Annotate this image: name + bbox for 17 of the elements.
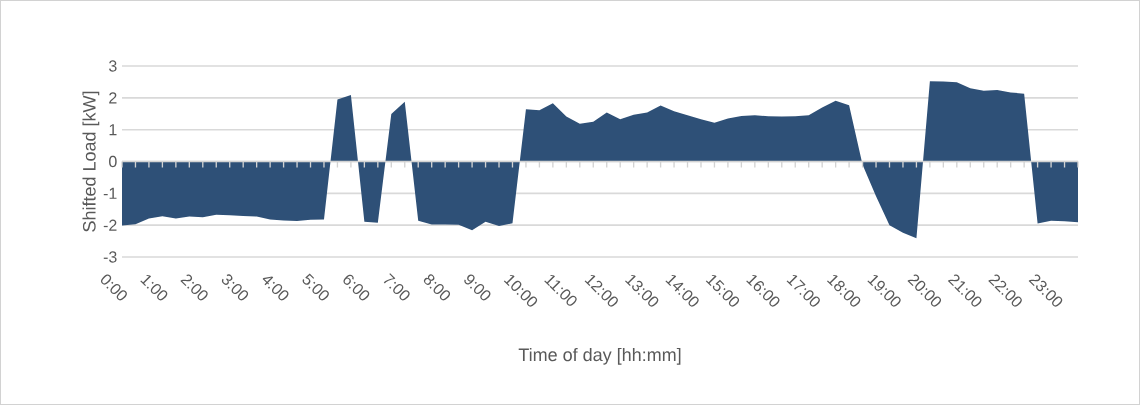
y-tick-label: -3 bbox=[103, 251, 117, 263]
y-tick-label: 3 bbox=[109, 60, 117, 72]
x-tick-label: 2:00 bbox=[180, 274, 208, 301]
x-tick-label: 9:00 bbox=[464, 274, 491, 301]
x-tick-label: 4:00 bbox=[262, 276, 289, 301]
y-axis-title: Shifted Load [kW] bbox=[82, 91, 100, 232]
y-tick-label: 2 bbox=[109, 92, 117, 104]
x-tick-label: 0:00 bbox=[100, 274, 127, 301]
x-tick-label: 8:00 bbox=[423, 274, 451, 301]
x-tick-label: 1:00 bbox=[140, 274, 168, 301]
x-tick-label: 6:00 bbox=[343, 274, 370, 301]
y-tick-label: -1 bbox=[103, 187, 117, 199]
x-axis-title: Time of day [hh:mm] bbox=[518, 347, 681, 365]
y-tick-label: -2 bbox=[103, 219, 117, 231]
y-tick-label: 1 bbox=[109, 124, 117, 136]
y-tick-label: 0 bbox=[109, 155, 117, 168]
x-tick-label: 3:00 bbox=[221, 274, 249, 301]
